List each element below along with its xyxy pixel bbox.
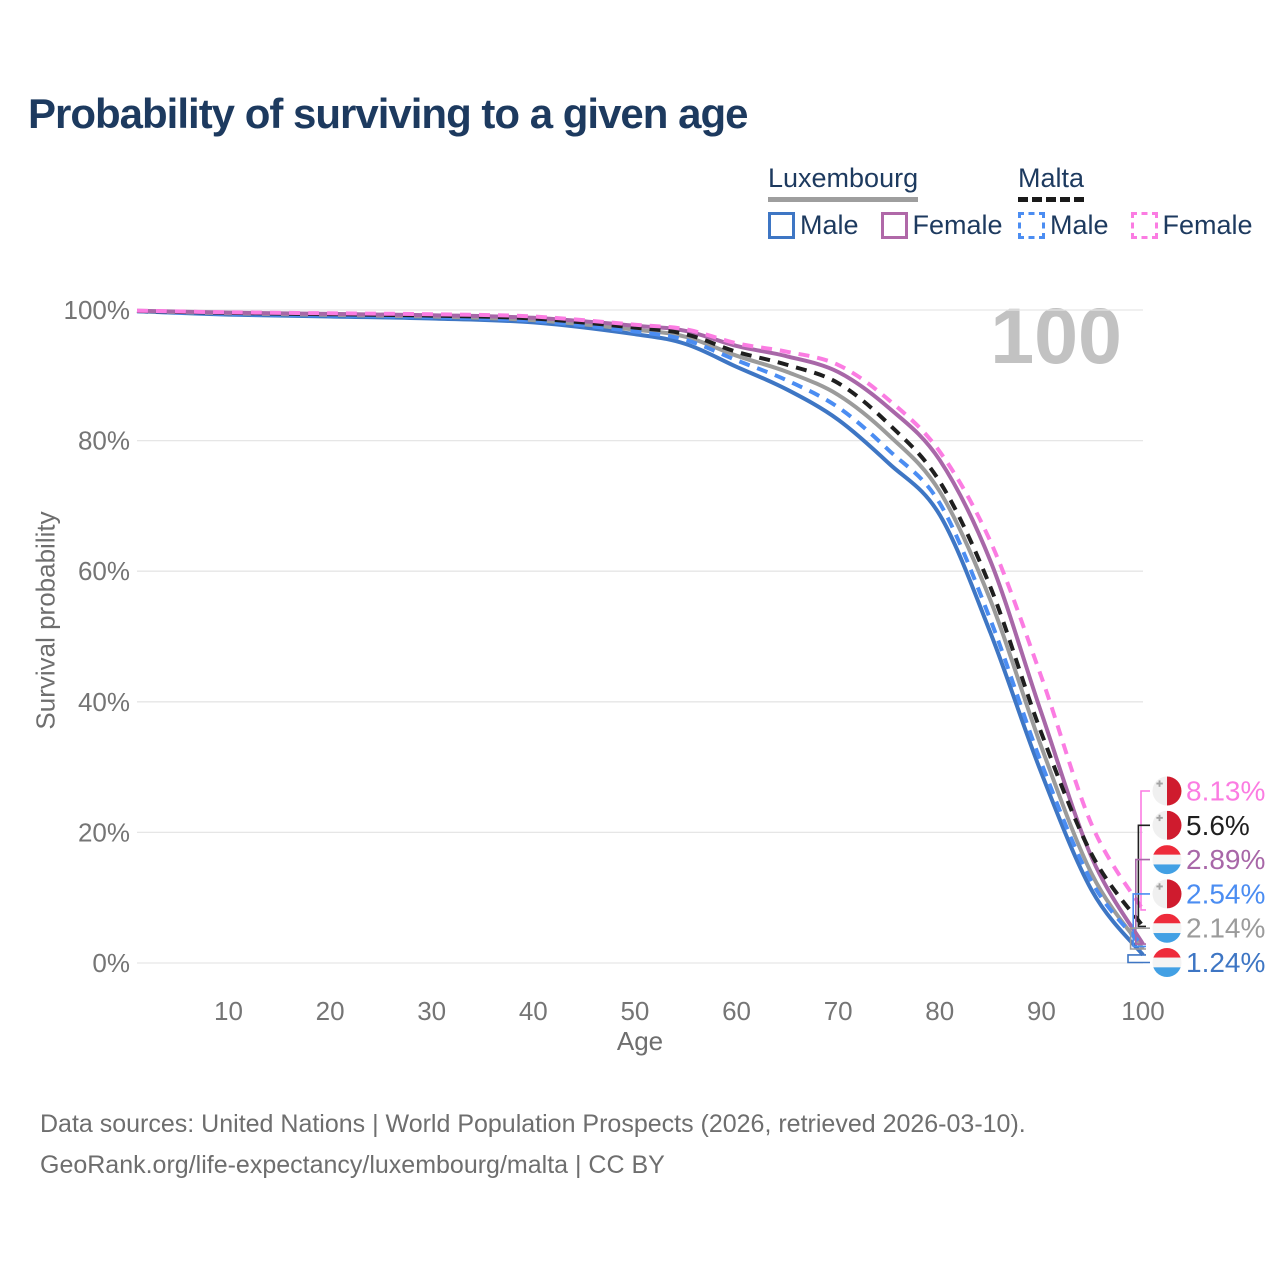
legend-item-malta-male[interactable]: Male [1018, 210, 1109, 241]
series-end-label: 8.13% [1186, 776, 1265, 807]
series-end-label: 2.14% [1186, 913, 1265, 944]
series-line-luxembourg[interactable] [136, 309, 1145, 951]
legend-item-luxembourg-female[interactable]: Female [880, 210, 1003, 241]
label-leader-line [1127, 954, 1150, 964]
malta-flag-icon [1152, 879, 1182, 909]
y-tick-label: 60% [78, 556, 130, 586]
label-leader-line [1129, 927, 1150, 950]
legend: Luxembourg Male Female Malta Male Female [768, 163, 1253, 241]
female-line-swatch-icon [880, 212, 908, 239]
legend-item-luxembourg-male[interactable]: Male [768, 210, 859, 241]
hovered-age-watermark: 100 [990, 291, 1122, 380]
legend-country-luxembourg[interactable]: Luxembourg [768, 163, 919, 202]
legend-item-label: Female [1162, 210, 1253, 240]
male-dashed-line-swatch-icon [1018, 212, 1045, 239]
legend-items-luxembourg: Male Female [768, 210, 1003, 241]
malta-flag-icon [1152, 776, 1182, 806]
series-end-label: 2.89% [1186, 844, 1265, 875]
x-tick-label: 30 [417, 996, 446, 1026]
luxembourg-flag-icon [1152, 845, 1182, 875]
series-end-label: 5.6% [1186, 810, 1250, 841]
series-line-malta-male[interactable] [136, 309, 1145, 948]
series-line-malta-female[interactable] [136, 308, 1145, 911]
y-tick-label: 80% [78, 426, 130, 456]
label-leader-line [1137, 824, 1150, 928]
footer: Data sources: United Nations | World Pop… [40, 1104, 1026, 1186]
y-tick-label: 100% [64, 295, 131, 325]
malta-flag-icon [1152, 810, 1182, 840]
x-tick-label: 40 [519, 996, 548, 1026]
legend-item-malta-female[interactable]: Female [1130, 210, 1253, 241]
series-line-luxembourg-male[interactable] [136, 309, 1145, 957]
legend-group-luxembourg: Luxembourg Male Female [768, 163, 1018, 241]
footer-data-sources: Data sources: United Nations | World Pop… [40, 1110, 1026, 1138]
legend-country-malta[interactable]: Malta [1018, 163, 1085, 202]
page-title: Probability of surviving to a given age [28, 90, 748, 137]
footer-attribution: GeoRank.org/life-expectancy/luxembourg/m… [40, 1151, 665, 1179]
legend-item-label: Female [912, 210, 1003, 240]
legend-item-label: Male [800, 210, 859, 240]
series-end-label: 2.54% [1186, 878, 1265, 909]
legend-group-malta: Malta Male Female [1018, 163, 1253, 241]
x-tick-label: 80 [925, 996, 954, 1026]
x-tick-label: 50 [620, 996, 649, 1026]
luxembourg-flag-icon [1152, 948, 1182, 977]
luxembourg-flag-icon [1152, 913, 1182, 943]
x-tick-label: 90 [1027, 996, 1056, 1026]
x-tick-label: 10 [214, 996, 243, 1026]
legend-items-malta: Male Female [1018, 210, 1253, 241]
label-leader-line [1140, 790, 1150, 911]
series-end-label: 1.24% [1186, 947, 1265, 978]
y-tick-label: 40% [78, 687, 130, 717]
label-leader-line [1132, 893, 1150, 948]
x-tick-label: 70 [824, 996, 853, 1026]
female-dashed-line-swatch-icon [1130, 212, 1158, 239]
series-line-malta[interactable] [136, 309, 1145, 928]
x-axis-title: Age [616, 1026, 664, 1056]
legend-item-label: Male [1050, 210, 1109, 240]
x-tick-label: 60 [722, 996, 751, 1026]
y-tick-label: 0% [92, 948, 130, 978]
x-tick-label: 100 [1121, 996, 1164, 1026]
male-line-swatch-icon [768, 212, 795, 239]
label-leader-line [1135, 858, 1150, 945]
x-tick-label: 20 [316, 996, 345, 1026]
y-tick-label: 20% [78, 817, 130, 847]
